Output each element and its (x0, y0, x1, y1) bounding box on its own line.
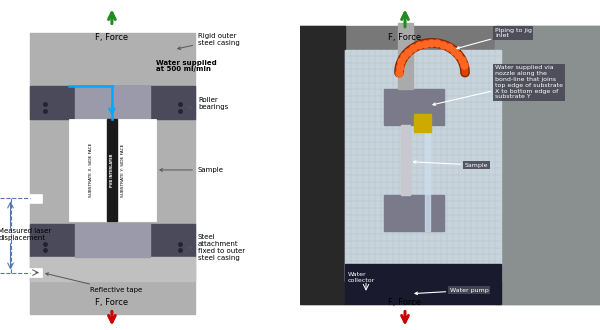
Bar (300, 26, 600, 304)
Text: SUBSTRATE X: SIDE FACE: SUBSTRATE X: SIDE FACE (89, 143, 94, 197)
Bar (107, 119, 117, 221)
Bar (384, 195, 444, 231)
Bar (30, 33, 195, 86)
Text: F, Force: F, Force (95, 33, 128, 42)
Bar (69, 119, 156, 221)
Text: Steel
attachment
fixed to outer
steel casing: Steel attachment fixed to outer steel ca… (188, 234, 245, 261)
Bar (9, 268, 42, 277)
Bar (495, 26, 600, 304)
Text: Piping to jig
inlet: Piping to jig inlet (457, 28, 532, 49)
Text: F, Force: F, Force (388, 33, 422, 42)
Bar (30, 86, 195, 280)
Bar (384, 89, 444, 125)
Text: Rigid outer
steel casing: Rigid outer steel casing (178, 33, 240, 50)
Bar (345, 50, 501, 280)
Bar (9, 194, 42, 203)
Bar (300, 26, 345, 304)
Text: SUBSTRATE Y: SIDE FACE: SUBSTRATE Y: SIDE FACE (121, 143, 125, 197)
Text: Roller
bearings: Roller bearings (188, 97, 228, 111)
Bar (398, 23, 413, 89)
Text: Water pump: Water pump (415, 288, 489, 295)
Text: Measured laser
displacement: Measured laser displacement (0, 228, 52, 241)
Text: F, Force: F, Force (95, 298, 128, 307)
Bar (345, 264, 501, 304)
Text: Reflective tape: Reflective tape (46, 273, 142, 293)
Bar (30, 224, 195, 257)
Text: Water supplied via
nozzle along the
bond-line that joins
top edge of substrate
X: Water supplied via nozzle along the bond… (433, 65, 563, 105)
Text: Sample: Sample (160, 167, 224, 173)
Text: Water
collector: Water collector (348, 272, 375, 282)
Text: Sample: Sample (413, 161, 488, 168)
Text: F, Force: F, Force (388, 298, 422, 307)
Bar (401, 125, 409, 195)
Bar (30, 86, 195, 119)
Text: Water supplied
at 500 ml/min: Water supplied at 500 ml/min (156, 59, 217, 73)
Bar (425, 129, 430, 231)
Bar (75, 86, 150, 119)
Bar (30, 280, 195, 314)
Bar (75, 224, 150, 257)
Bar (414, 114, 431, 132)
Text: PVB INTERLAYER: PVB INTERLAYER (110, 153, 114, 187)
Bar (30, 257, 195, 280)
